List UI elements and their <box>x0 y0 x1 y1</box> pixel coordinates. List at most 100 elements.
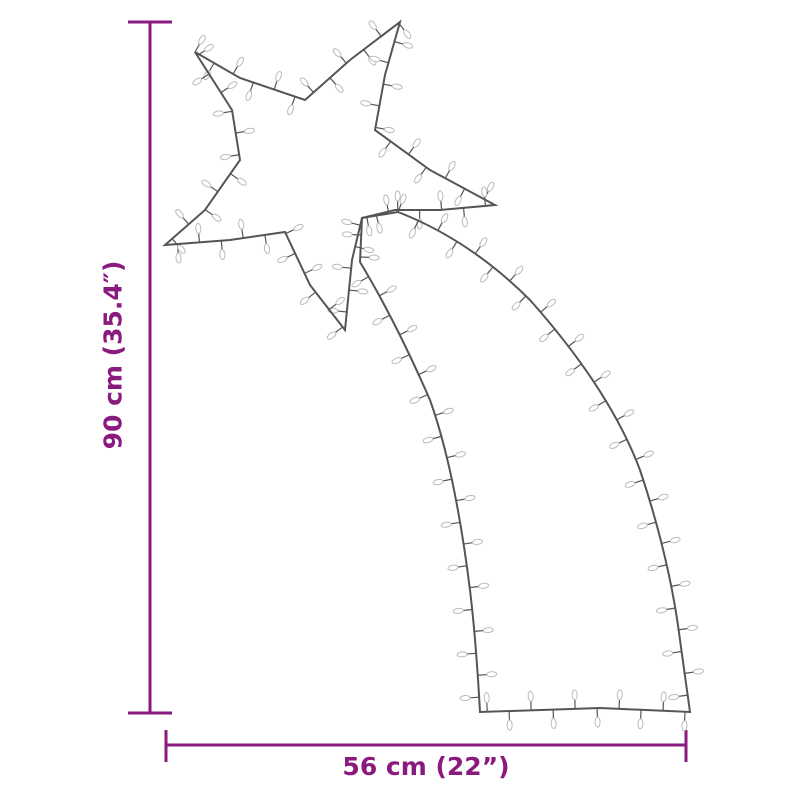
bulb <box>565 368 575 377</box>
bulb <box>574 333 585 342</box>
star-outline-wire <box>162 19 499 333</box>
bulb <box>383 194 390 206</box>
bulb <box>212 110 224 117</box>
bulb <box>668 694 680 701</box>
bulb <box>643 450 654 458</box>
dimension-lines <box>128 20 688 762</box>
bulb <box>299 77 309 87</box>
bulb <box>486 671 498 678</box>
bulb <box>201 179 212 188</box>
bulb <box>662 650 674 657</box>
bulb <box>238 218 245 230</box>
bulb <box>332 48 342 58</box>
bulb <box>440 521 452 528</box>
bulb <box>368 20 377 30</box>
bulb <box>443 407 454 415</box>
bulb <box>594 716 601 728</box>
bulb <box>409 396 421 404</box>
bulb <box>448 160 456 171</box>
bulb <box>376 222 383 234</box>
bulb <box>660 691 667 703</box>
bulb <box>514 265 524 276</box>
bulb <box>391 83 403 90</box>
bulb <box>447 564 459 571</box>
bulb <box>244 127 255 134</box>
bulb <box>312 263 323 271</box>
bulb <box>219 249 226 261</box>
bulb <box>204 44 214 52</box>
bulb <box>299 296 310 305</box>
bulb <box>287 104 294 116</box>
bulb <box>637 522 648 530</box>
bulb <box>479 237 488 248</box>
bulb <box>539 333 549 343</box>
bulb <box>681 720 688 732</box>
bulb <box>219 153 231 161</box>
bulb <box>600 370 611 379</box>
bulb <box>483 692 490 704</box>
bulb <box>456 651 468 658</box>
bulbs <box>171 20 704 732</box>
bulb <box>461 216 468 228</box>
bulb <box>550 718 557 730</box>
bulb <box>437 190 444 202</box>
bulb <box>334 83 344 93</box>
bulb <box>426 365 437 373</box>
bulb <box>452 607 464 614</box>
bulb <box>588 404 599 412</box>
bulb <box>647 564 659 572</box>
bulb <box>236 56 244 67</box>
bulb <box>341 218 353 226</box>
bulb <box>211 213 222 222</box>
bulb <box>413 173 423 184</box>
bulb <box>372 317 383 326</box>
bulb <box>616 689 623 701</box>
bulb <box>403 29 412 39</box>
bulb <box>245 90 253 102</box>
bulb <box>227 81 238 89</box>
bulb <box>440 213 449 224</box>
bulb <box>482 627 494 634</box>
bulb <box>386 285 397 293</box>
bulb <box>293 223 304 232</box>
bulb <box>471 538 483 545</box>
bulb <box>527 690 534 702</box>
bulb <box>408 228 416 239</box>
bulb <box>360 100 372 107</box>
bulb <box>657 493 669 501</box>
bulb <box>357 288 369 295</box>
bulb <box>479 273 489 283</box>
bulb <box>624 481 636 488</box>
bulb <box>378 147 387 158</box>
bulb <box>637 718 644 730</box>
bulb <box>263 243 271 255</box>
bulb <box>571 689 578 701</box>
bulb <box>459 695 471 702</box>
bulb <box>478 582 490 589</box>
bulb <box>175 209 184 219</box>
bulb <box>454 195 462 207</box>
bulb <box>486 181 495 192</box>
bulb <box>656 607 667 614</box>
bulb <box>432 478 444 486</box>
bulb <box>275 70 282 82</box>
tail-outline-wire <box>358 210 692 714</box>
bulb <box>195 222 202 234</box>
bulb <box>422 436 434 444</box>
bulb <box>455 451 466 458</box>
bulb <box>412 138 421 148</box>
width-label: 56 cm (22”) <box>342 752 510 781</box>
bulb <box>669 536 681 544</box>
bulb <box>368 254 380 261</box>
bulb <box>464 494 476 502</box>
bulb <box>399 193 407 205</box>
bulb <box>394 190 401 202</box>
bulb <box>366 225 373 237</box>
bulb <box>693 668 704 675</box>
bulb <box>198 34 206 45</box>
bulb <box>687 624 698 631</box>
bulb <box>679 580 691 587</box>
bulb <box>331 263 343 270</box>
bulb <box>326 331 337 340</box>
